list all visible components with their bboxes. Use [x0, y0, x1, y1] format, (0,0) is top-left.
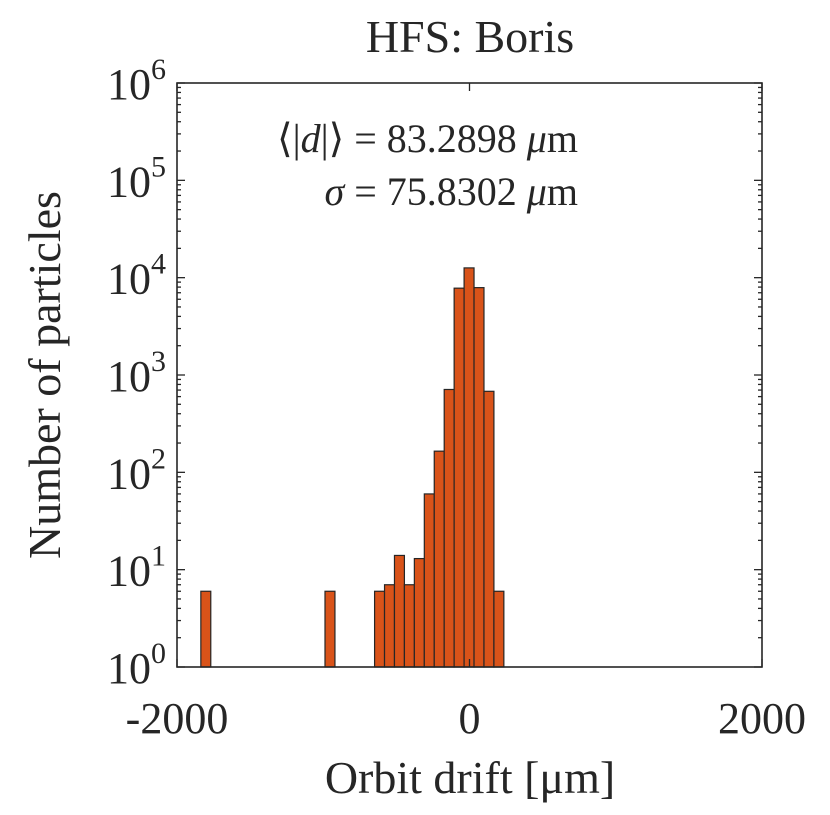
x-tick-label: 0 — [459, 694, 481, 743]
x-tick-labels: -2000 0 2000 — [126, 694, 806, 743]
histogram-bar-2 — [373, 590, 386, 668]
y-tick-label: 100 — [107, 637, 166, 693]
histogram-bar-10 — [453, 287, 465, 668]
histogram-bar-1 — [324, 590, 336, 668]
chart-title: HFS: Boris — [366, 11, 574, 62]
histogram-bar-8 — [433, 450, 445, 668]
histogram-bar-5 — [403, 584, 415, 668]
histogram-bar-14 — [493, 590, 505, 668]
histogram-bar-9 — [443, 388, 455, 668]
histogram-bar-0 — [200, 590, 212, 668]
y-axis-label: Number of particles — [19, 191, 70, 559]
histogram-bar-3 — [383, 584, 396, 668]
stats-line-1: σ = 75.8302 μm — [325, 169, 579, 214]
bars-group — [200, 267, 505, 668]
y-tick-label: 103 — [107, 345, 166, 401]
histogram-bar-4 — [393, 554, 406, 668]
x-axis-label: Orbit drift [μm] — [325, 752, 615, 803]
plot-area-border — [176, 82, 763, 668]
histogram-bar-11 — [463, 267, 475, 668]
y-tick-label: 101 — [107, 540, 166, 596]
y-tick-label: 102 — [107, 442, 166, 498]
histogram-bar-13 — [483, 390, 495, 668]
histogram-bar-12 — [473, 287, 485, 668]
x-tick-label: -2000 — [126, 694, 229, 743]
y-tick-label: 106 — [107, 53, 166, 109]
stats-line-0: ⟨|d|⟩ = 83.2898 μm — [277, 116, 578, 161]
y-tick-labels: 100 101 102 103 104 105 106 — [107, 53, 166, 693]
y-tick-label: 104 — [107, 248, 166, 304]
stats-annotation: ⟨|d|⟩ = 83.2898 μm σ = 75.8302 μm — [277, 116, 578, 214]
y-tick-label: 105 — [107, 150, 166, 206]
x-tick-label: 2000 — [718, 694, 806, 743]
histogram-bar-7 — [423, 493, 435, 668]
histogram-bar-6 — [413, 557, 425, 668]
